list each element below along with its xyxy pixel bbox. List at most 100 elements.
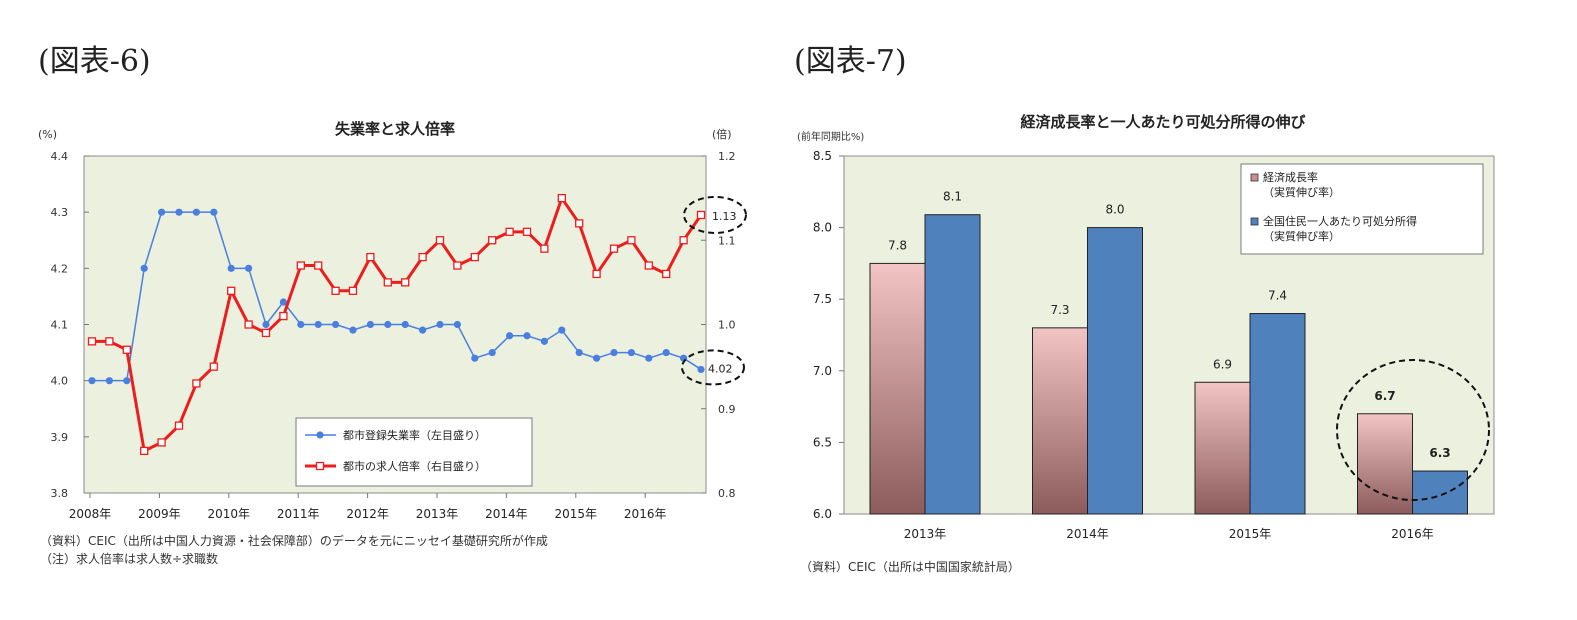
y-left-tick-label: 3.8 xyxy=(51,487,69,500)
series-2-point xyxy=(453,261,462,270)
x-tick-label: 2016年 xyxy=(1391,527,1434,541)
series-1-point xyxy=(523,332,531,340)
bar-2-2013年 xyxy=(924,214,981,515)
series-2-point xyxy=(261,328,271,338)
series-2-point xyxy=(87,337,97,346)
series-2-point xyxy=(435,236,445,245)
series-2-point xyxy=(522,227,532,236)
series-1-point xyxy=(471,354,479,362)
series-1-point xyxy=(419,326,427,334)
bar-1-2015年 xyxy=(1194,381,1251,515)
highlight-circle-unemployment xyxy=(681,349,745,386)
bar-value-label: 7.4 xyxy=(1268,289,1287,303)
y-tick-label: 7.5 xyxy=(813,292,832,306)
bar-2-2016年 xyxy=(1412,470,1468,515)
series-2-point xyxy=(174,421,184,430)
y-right-tick-label: 1.0 xyxy=(718,319,736,332)
y-left-tick-label: 4.2 xyxy=(51,262,69,275)
series-2-point xyxy=(592,269,601,279)
y-right-tick-label: 1.1 xyxy=(718,234,736,247)
y-left-tick-label: 3.9 xyxy=(51,431,69,444)
series-2-point xyxy=(105,337,114,346)
bar-2-2014年 xyxy=(1087,227,1143,515)
y-left-unit: (%) xyxy=(38,128,57,141)
series-2-point xyxy=(122,345,131,354)
series-1-point xyxy=(488,348,496,357)
series-1-point xyxy=(227,264,235,272)
y-left-tick-label: 4.0 xyxy=(51,375,69,388)
figure6-footnote: （注）求人倍率は求人数÷求職数 xyxy=(40,552,219,566)
y-right-tick-label: 0.8 xyxy=(718,487,736,500)
series-2-point xyxy=(418,252,427,262)
series-1-point xyxy=(575,348,583,357)
series-1-point xyxy=(662,348,670,357)
series-1-point xyxy=(593,354,601,362)
x-tick-label: 2011年 xyxy=(277,507,320,521)
x-tick-label: 2016年 xyxy=(624,507,667,521)
y-tick-label: 6.0 xyxy=(813,507,832,521)
series-2-point xyxy=(140,446,149,456)
series-1-point xyxy=(192,208,200,216)
series-2-point xyxy=(696,210,706,220)
legend-label-2: 全国住民一人あたり可処分所得 xyxy=(1263,214,1417,228)
series-1-point xyxy=(105,377,113,385)
series-line-2 xyxy=(92,194,703,454)
figure6-label: (図表-6) xyxy=(38,44,151,79)
bar-value-label: 8.0 xyxy=(1105,203,1124,217)
y-axis-unit: (前年同期比%) xyxy=(797,130,864,143)
series-2-point xyxy=(366,252,375,262)
series-2-point xyxy=(470,252,479,262)
annotation-jobs-ratio: 1.13 xyxy=(712,210,737,223)
series-1-point xyxy=(558,326,566,334)
series-2-point xyxy=(575,219,584,228)
series-1-point xyxy=(245,264,253,272)
series-1-point xyxy=(627,348,636,357)
x-tick-label: 2015年 xyxy=(555,507,598,521)
y-tick-label: 7.0 xyxy=(813,364,832,378)
x-tick-label: 2009年 xyxy=(138,507,181,521)
series-1-point xyxy=(262,320,270,329)
series-1-point xyxy=(175,208,183,216)
highlight-circle-2016 xyxy=(1336,359,1490,501)
series-2-point xyxy=(488,236,497,245)
bar-value-label: 7.3 xyxy=(1050,303,1069,317)
bar-value-label: 6.7 xyxy=(1374,389,1395,403)
series-1-point xyxy=(279,298,287,306)
bar-1-2013年 xyxy=(869,262,926,515)
series-2-point xyxy=(227,286,236,295)
x-tick-label: 2013年 xyxy=(416,507,459,521)
series-1-point xyxy=(349,326,357,334)
series-1-point xyxy=(158,208,166,216)
series-1-point xyxy=(123,377,131,385)
x-tick-label: 2015年 xyxy=(1229,527,1272,541)
series-2-point xyxy=(157,438,166,447)
x-tick-label: 2008年 xyxy=(69,507,112,521)
legend-label-1: 都市登録失業率（左目盛り） xyxy=(343,428,486,442)
bar-value-label: 6.3 xyxy=(1429,446,1450,460)
legend-sublabel-2: （実質伸び率） xyxy=(1263,229,1340,243)
y-right-tick-label: 0.9 xyxy=(718,403,736,416)
figure6-source-note: （資料）CEIC（出所は中国人力資源・社会保障部）のデータを元にニッセイ基礎研究… xyxy=(40,534,548,548)
series-1-point xyxy=(506,332,514,340)
series-1-point xyxy=(332,320,340,329)
series-1-point xyxy=(610,348,618,357)
series-2-point xyxy=(662,269,671,279)
series-1-point xyxy=(297,320,305,329)
series-1-point xyxy=(384,320,392,329)
bar-2-2015年 xyxy=(1249,313,1306,515)
series-2-point xyxy=(644,261,653,270)
series-1-point xyxy=(540,337,549,345)
growth-income-bar-chart: 経済成長率と一人あたり可処分所得の伸び (前年同期比%) 6.0 6.5 7.0 7.5 8… xyxy=(797,113,1495,541)
bar-value-label: 7.8 xyxy=(888,238,907,252)
series-2-point xyxy=(627,236,636,245)
series-1-point xyxy=(645,354,653,362)
y-right-tick-label: 1.2 xyxy=(718,150,736,163)
series-2-point xyxy=(401,278,410,287)
legend-box xyxy=(295,417,533,487)
series-2-point xyxy=(296,261,305,270)
annotation-unemployment: 4.02 xyxy=(708,362,733,375)
y-right-unit: (倍) xyxy=(712,127,732,141)
series-1-point xyxy=(401,320,409,329)
series-1-point xyxy=(88,377,96,385)
bar-value-label: 6.9 xyxy=(1213,357,1232,371)
